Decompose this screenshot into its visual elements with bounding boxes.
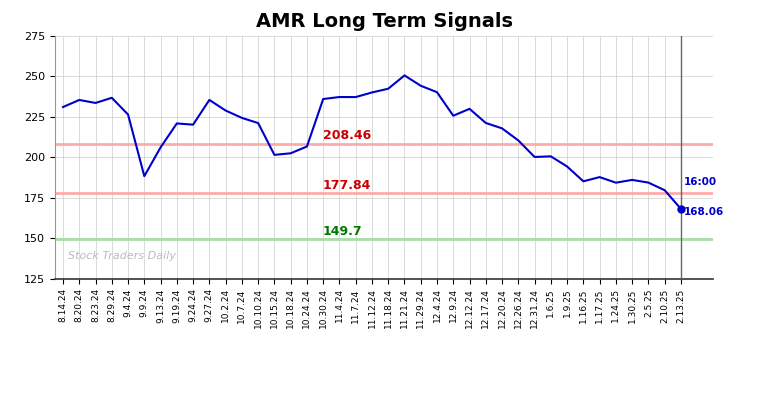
Title: AMR Long Term Signals: AMR Long Term Signals	[256, 12, 513, 31]
Text: Stock Traders Daily: Stock Traders Daily	[68, 251, 176, 261]
Text: 177.84: 177.84	[323, 179, 372, 192]
Text: 149.7: 149.7	[323, 224, 363, 238]
Text: 168.06: 168.06	[684, 207, 724, 217]
Text: 16:00: 16:00	[684, 178, 717, 187]
Text: 208.46: 208.46	[323, 129, 372, 142]
